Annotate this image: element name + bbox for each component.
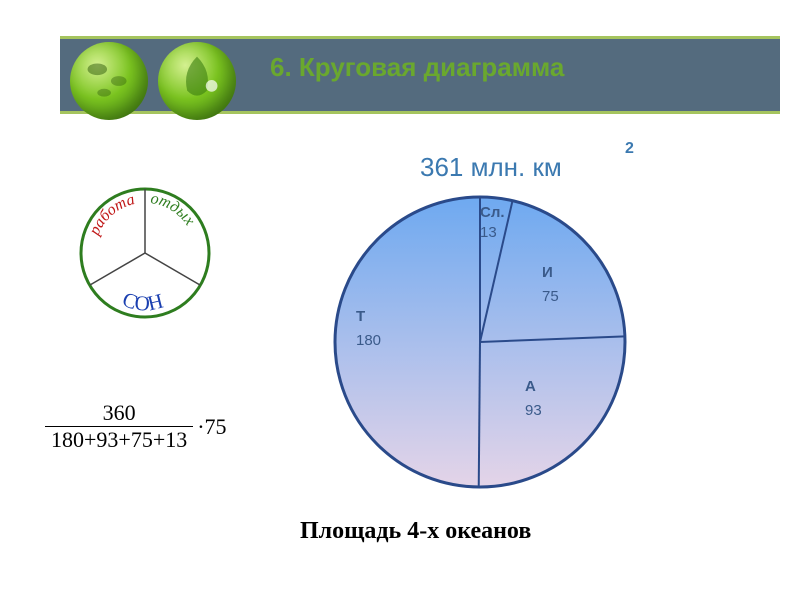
formula: 360 180+93+75+13 ·75 xyxy=(45,400,227,453)
schedule-circle-diagram: работа отдых СОН xyxy=(70,178,220,328)
pie-slice-value: 180 xyxy=(356,332,381,349)
svg-text:СОН: СОН xyxy=(119,287,165,316)
pie-slice-label: Сл. xyxy=(480,204,505,221)
decorative-orb-1 xyxy=(70,42,148,120)
pie-slice-value: 75 xyxy=(542,288,559,305)
formula-denominator: 180+93+75+13 xyxy=(45,427,193,453)
page-title: 6. Круговая диаграмма xyxy=(270,52,564,83)
pie-slice-label: Т xyxy=(356,308,365,325)
pie-slice-value: 13 xyxy=(480,224,497,241)
pie-slice-label: И xyxy=(542,264,553,281)
formula-multiplier: ·75 xyxy=(193,414,226,440)
decorative-orb-2 xyxy=(158,42,236,120)
pie-slice-value: 93 xyxy=(525,402,542,419)
subtitle-superscript: 2 xyxy=(625,140,634,158)
caption: Площадь 4-х океанов xyxy=(300,518,531,545)
formula-numerator: 360 xyxy=(45,400,193,427)
schedule-label-sleep: СОН xyxy=(119,287,165,316)
subtitle: 361 млн. км xyxy=(420,152,562,183)
pie-slice-label: А xyxy=(525,378,536,395)
